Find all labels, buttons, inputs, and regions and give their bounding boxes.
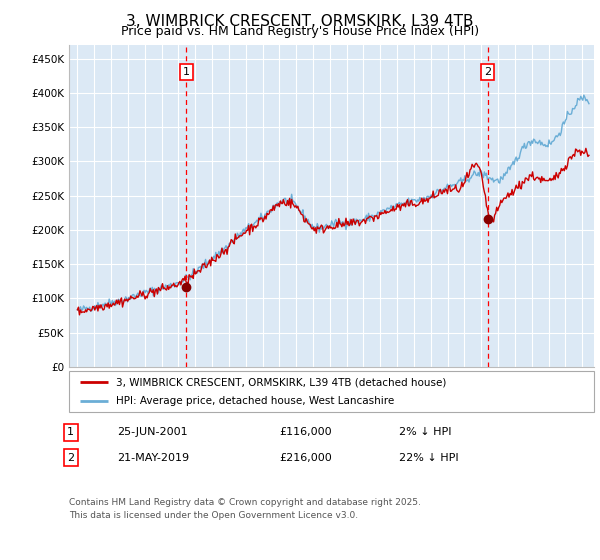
Text: 3, WIMBRICK CRESCENT, ORMSKIRK, L39 4TB (detached house): 3, WIMBRICK CRESCENT, ORMSKIRK, L39 4TB … bbox=[116, 377, 446, 387]
Text: 1: 1 bbox=[67, 427, 74, 437]
Text: 22% ↓ HPI: 22% ↓ HPI bbox=[399, 452, 458, 463]
Text: HPI: Average price, detached house, West Lancashire: HPI: Average price, detached house, West… bbox=[116, 396, 395, 405]
Text: Price paid vs. HM Land Registry's House Price Index (HPI): Price paid vs. HM Land Registry's House … bbox=[121, 25, 479, 38]
Text: £116,000: £116,000 bbox=[279, 427, 332, 437]
Text: £216,000: £216,000 bbox=[279, 452, 332, 463]
Text: 1: 1 bbox=[183, 67, 190, 77]
Text: 2: 2 bbox=[484, 67, 491, 77]
Text: 25-JUN-2001: 25-JUN-2001 bbox=[117, 427, 188, 437]
Text: 21-MAY-2019: 21-MAY-2019 bbox=[117, 452, 189, 463]
Text: 2% ↓ HPI: 2% ↓ HPI bbox=[399, 427, 452, 437]
Text: Contains HM Land Registry data © Crown copyright and database right 2025.
This d: Contains HM Land Registry data © Crown c… bbox=[69, 498, 421, 520]
Text: 2: 2 bbox=[67, 452, 74, 463]
FancyBboxPatch shape bbox=[69, 371, 594, 412]
Text: 3, WIMBRICK CRESCENT, ORMSKIRK, L39 4TB: 3, WIMBRICK CRESCENT, ORMSKIRK, L39 4TB bbox=[126, 14, 474, 29]
